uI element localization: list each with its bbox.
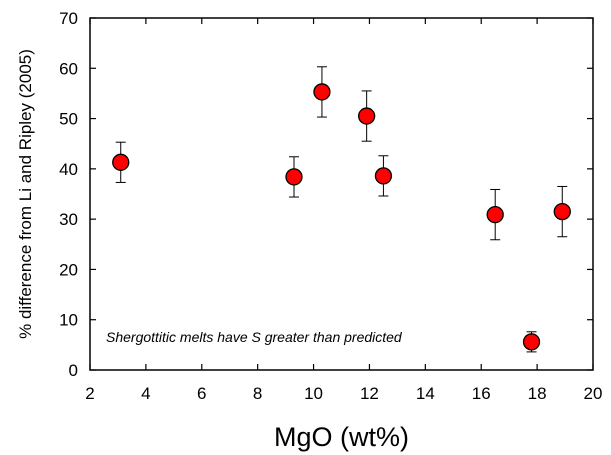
x-tick-label: 6 [197,384,206,403]
data-point [313,83,331,101]
y-tick-label: 50 [59,110,78,129]
y-tick-label: 40 [59,160,78,179]
annotation-text: Shergottitic melts have S greater than p… [106,329,403,345]
y-tick-label: 20 [59,260,78,279]
x-tick-label: 4 [141,384,150,403]
y-tick-label: 60 [59,59,78,78]
plot-frame [89,17,594,371]
axis-ticks [89,17,594,371]
tick-labels: 2 4 6 8 10 12 14 16 18 20 0 10 20 30 40 50 60 70 [59,9,602,403]
x-tick-label: 18 [528,384,547,403]
y-tick-label: 0 [69,361,78,380]
x-axis-label: MgO (wt%) [274,422,409,452]
data-point [374,167,393,185]
x-tick-label: 14 [416,384,435,403]
x-tick-label: 2 [85,384,94,403]
data-point [486,205,504,224]
y-tick-label: 10 [59,311,78,330]
data-point [553,202,571,221]
x-tick-label: 8 [253,384,262,403]
data-point [522,333,541,351]
x-tick-label: 10 [304,384,323,403]
y-axis-label: % difference from Li and Ripley (2005) [16,49,35,339]
data-point [357,107,376,125]
y-tick-label: 70 [59,9,78,28]
data-point [285,168,303,186]
x-tick-label: 20 [584,384,603,403]
y-tick-label: 30 [59,210,78,229]
data-point [112,153,130,171]
x-tick-label: 16 [472,384,491,403]
x-tick-label: 12 [360,384,379,403]
data-points [112,66,571,353]
